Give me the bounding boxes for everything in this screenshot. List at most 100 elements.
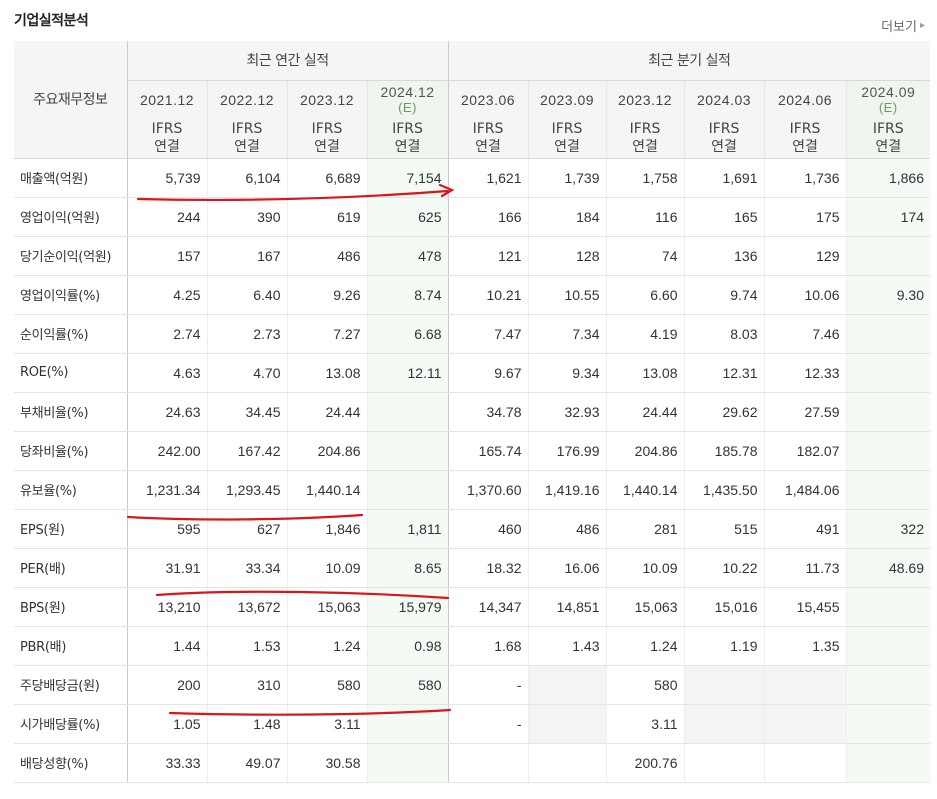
table-cell xyxy=(845,587,930,627)
table-cell: 1.19 xyxy=(683,626,764,666)
row-label: 당기순이익(억원) xyxy=(14,236,128,276)
table-cell: 6.60 xyxy=(605,274,684,315)
period-date: 2022.12 xyxy=(219,91,275,108)
table-cell: 15,979 xyxy=(366,587,449,627)
table-row: 매출액(억원) 5,739 6,104 6,689 7,154 1,621 1,739 1,7… xyxy=(14,158,930,198)
table-cell xyxy=(683,704,764,744)
standard-label: IFRS xyxy=(231,121,263,138)
table-cell: 15,016 xyxy=(683,587,764,627)
table-cell: 18.32 xyxy=(447,548,528,588)
table-cell: 6,104 xyxy=(206,158,287,198)
table-cell: - xyxy=(447,664,528,705)
period-date: 2023.09 xyxy=(539,91,595,108)
table-cell: 7.46 xyxy=(763,314,846,354)
table-cell: 3.11 xyxy=(286,704,367,744)
table-cell: 1,293.45 xyxy=(206,470,287,510)
table-cell: 7,154 xyxy=(366,158,449,198)
table-cell: 7.34 xyxy=(527,314,606,354)
period-header: 2024.12 (E) xyxy=(366,80,449,119)
table-cell: 1,440.14 xyxy=(605,470,684,510)
table-cell: 8.65 xyxy=(366,548,449,588)
table-cell: 4.25 xyxy=(126,274,207,315)
table-cell: 4.63 xyxy=(126,353,207,393)
table-cell: - xyxy=(447,704,528,744)
accounting-standard-header: IFRS 연결 xyxy=(126,119,207,159)
table-row: 당좌비율(%) 242.00 167.42 204.86 165.74 176.99 204… xyxy=(14,431,930,471)
table-body: 매출액(억원) 5,739 6,104 6,689 7,154 1,621 1,739 1,7… xyxy=(14,158,930,783)
table-cell: 2.73 xyxy=(206,314,287,354)
table-cell: 136 xyxy=(683,236,764,276)
table-cell: 1,691 xyxy=(683,158,764,198)
table-cell: 595 xyxy=(126,508,207,549)
table-cell xyxy=(845,664,930,705)
table-cell: 10.09 xyxy=(605,548,684,588)
table-cell: 34.45 xyxy=(206,391,287,432)
standard-label: IFRS xyxy=(551,121,583,138)
table-row: PER(배) 31.91 33.34 10.09 8.65 18.32 16.06 10.09… xyxy=(14,548,930,588)
table-cell: 486 xyxy=(527,508,606,549)
table-cell: 204.86 xyxy=(605,431,684,471)
table-cell: 1.24 xyxy=(605,626,684,666)
table-cell: 1,846 xyxy=(286,508,367,549)
table-cell: 1.53 xyxy=(206,626,287,666)
table-cell xyxy=(447,743,528,783)
table-cell: 5,739 xyxy=(126,158,207,198)
table-cell: 9.26 xyxy=(286,274,367,315)
table-cell: 242.00 xyxy=(126,431,207,471)
table-cell: 2.74 xyxy=(126,314,207,354)
table-cell: 24.44 xyxy=(286,391,367,432)
accounting-standard-header: IFRS 연결 xyxy=(286,119,367,159)
period-date: 2024.09 xyxy=(861,83,916,100)
table-cell: 460 xyxy=(447,508,528,549)
row-label: 유보율(%) xyxy=(14,470,128,510)
table-cell: 174 xyxy=(845,197,930,237)
table-row: ROE(%) 4.63 4.70 13.08 12.11 9.67 9.34 13.08 12.… xyxy=(14,353,930,393)
table-cell: 9.34 xyxy=(527,353,606,393)
table-cell: 12.31 xyxy=(683,353,764,393)
row-label: 배당성향(%) xyxy=(14,743,128,783)
table-cell xyxy=(845,391,930,432)
table-row: 부채비율(%) 24.63 34.45 24.44 34.78 32.93 24.44 29.… xyxy=(14,391,930,432)
row-label: EPS(원) xyxy=(14,508,128,549)
table-cell: 11.73 xyxy=(763,548,846,588)
table-cell: 27.59 xyxy=(763,391,846,432)
table-cell: 1,440.14 xyxy=(286,470,367,510)
table-cell: 3.11 xyxy=(605,704,684,744)
table-cell: 1.24 xyxy=(286,626,367,666)
estimate-marker: (E) xyxy=(398,99,417,115)
table-cell: 1,370.60 xyxy=(447,470,528,510)
table-row: 시가배당률(%) 1.05 1.48 3.11-3.11 xyxy=(14,704,930,744)
table-cell xyxy=(845,353,930,393)
table-cell: 12.11 xyxy=(366,353,449,393)
row-label: 시가배당률(%) xyxy=(14,704,128,744)
table-cell: 129 xyxy=(763,236,846,276)
table-cell: 322 xyxy=(845,508,930,549)
table-cell xyxy=(845,704,930,744)
table-cell: 10.55 xyxy=(527,274,606,315)
accounting-standard-header: IFRS 연결 xyxy=(527,119,606,159)
table-cell: 204.86 xyxy=(286,431,367,471)
row-label: 당좌비율(%) xyxy=(14,431,128,471)
more-link[interactable]: 더보기 ▸ xyxy=(881,16,925,35)
table-cell: 1,866 xyxy=(845,158,930,198)
table-cell: 10.21 xyxy=(447,274,528,315)
table-cell: 116 xyxy=(605,197,684,237)
table-cell: 33.33 xyxy=(126,743,207,783)
table-cell: 9.74 xyxy=(683,274,764,315)
period-header: 2024.06 xyxy=(763,80,846,119)
row-label: PER(배) xyxy=(14,548,128,588)
standard-label: IFRS xyxy=(629,121,661,138)
table-cell: 1,811 xyxy=(366,508,449,549)
ifrs-header-row: IFRS 연결 IFRS 연결 IFRS 연결 IFRS 연결 IFRS 연결 IFRS 연결 IFRS… xyxy=(14,119,930,159)
table-cell: 4.70 xyxy=(206,353,287,393)
basis-label: 연결 xyxy=(554,139,580,156)
row-label: 주당배당금(원) xyxy=(14,664,128,705)
period-header: 2022.12 xyxy=(206,80,287,119)
table-cell: 486 xyxy=(286,236,367,276)
table-cell xyxy=(366,431,449,471)
table-cell xyxy=(845,314,930,354)
table-cell: 13,672 xyxy=(206,587,287,627)
table-cell: 15,063 xyxy=(286,587,367,627)
table-cell xyxy=(845,470,930,510)
table-cell: 24.63 xyxy=(126,391,207,432)
